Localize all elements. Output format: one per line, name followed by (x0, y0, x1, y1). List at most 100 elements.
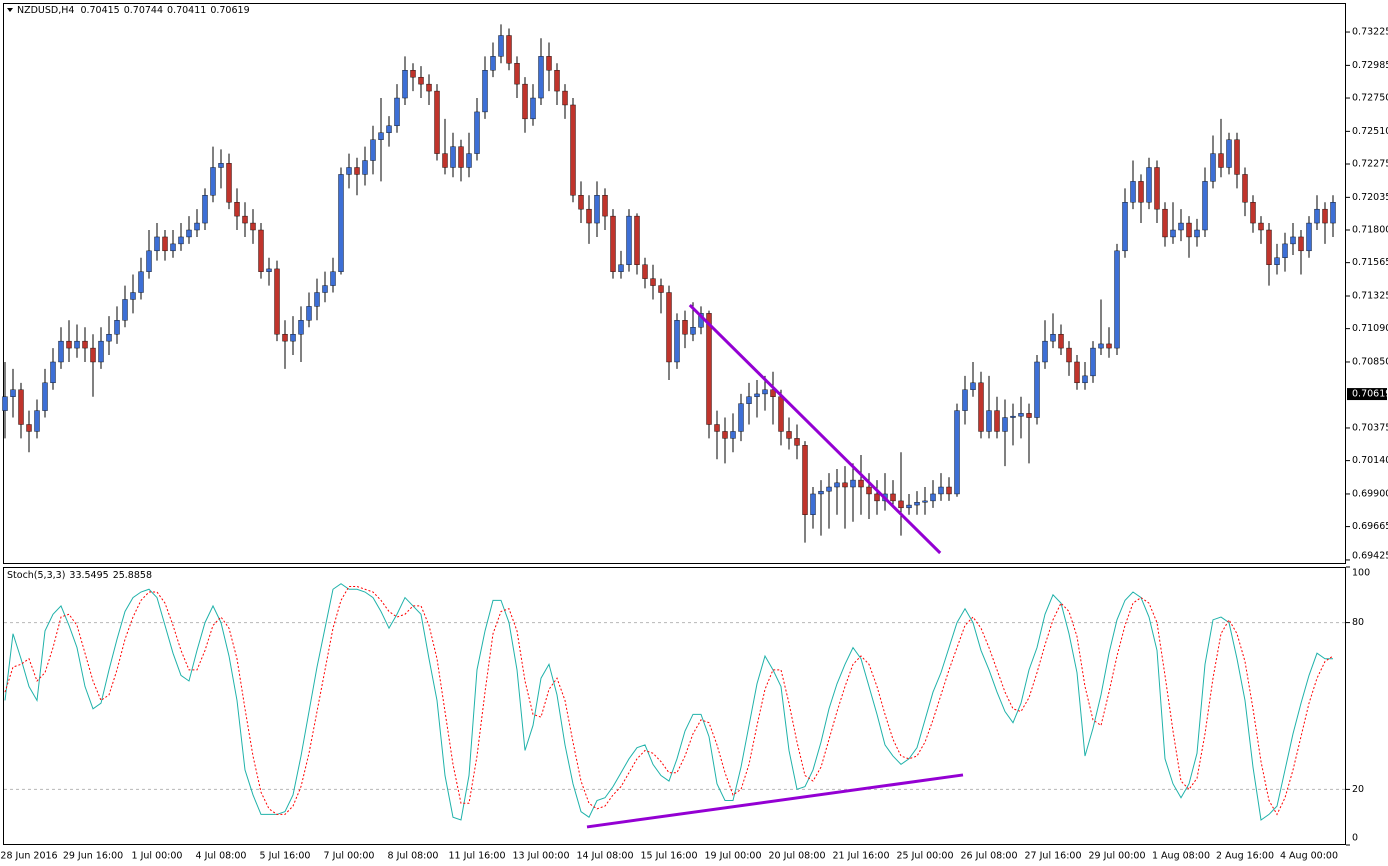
header-close: 0.70619 (210, 5, 249, 16)
candle-body (18, 389, 24, 425)
candle-body (778, 396, 784, 432)
candle-body (154, 236, 160, 252)
candle-body (610, 215, 616, 272)
candle-body (818, 490, 824, 495)
x-tick-label: 21 Jul 16:00 (833, 851, 890, 862)
candle-body (730, 431, 736, 439)
y-tick-label: 0.72985 (1352, 60, 1388, 71)
trend-line (688, 303, 942, 555)
y-tick-label: 0.72510 (1352, 126, 1388, 137)
x-tick-label: 5 Jul 16:00 (260, 851, 311, 862)
header-high: 0.70744 (124, 5, 163, 16)
candle-body (146, 250, 152, 272)
price-panel (3, 3, 1346, 564)
candle-body (1050, 333, 1056, 342)
candle-body (242, 215, 248, 224)
candle-body (338, 174, 344, 272)
y-tick-label: 20 (1352, 784, 1364, 795)
candle-body (1282, 243, 1288, 258)
candle-body (658, 285, 664, 293)
x-tick-label: 20 Jul 08:00 (769, 851, 826, 862)
candle-body (266, 268, 272, 272)
candle-body (466, 153, 472, 168)
candle-body (794, 438, 800, 446)
candle-body (946, 486, 952, 495)
candle-body (626, 215, 632, 265)
candle-body (834, 482, 840, 488)
candle-body (330, 271, 336, 286)
candle-body (1162, 208, 1168, 238)
candle-body (562, 90, 568, 106)
candle-body (1154, 167, 1160, 210)
candle-body (1122, 202, 1128, 252)
candle-body (1234, 139, 1240, 175)
candle-body (1042, 340, 1048, 363)
candle-body (1250, 202, 1256, 224)
candle-body (1066, 347, 1072, 363)
candle-body (722, 431, 728, 439)
y-tick-label: 0.72750 (1352, 93, 1388, 104)
candle-body (314, 292, 320, 307)
candle-body (1010, 415, 1016, 418)
candle-body (690, 327, 696, 335)
y-tick-label: 0.70375 (1352, 422, 1388, 433)
candle-body (970, 382, 976, 390)
candle-body (258, 229, 264, 272)
candle-body (1202, 181, 1208, 231)
candle-body (362, 160, 368, 175)
candle-body (178, 236, 184, 245)
y-tick-label: 0.71325 (1352, 290, 1388, 301)
y-tick-label: 0.69425 (1352, 551, 1388, 562)
candle-body (306, 306, 312, 321)
candle-body (1314, 208, 1320, 224)
candle-body (90, 347, 96, 363)
x-tick-label: 15 Jul 16:00 (641, 851, 698, 862)
x-tick-label: 8 Jul 08:00 (388, 851, 439, 862)
candle-body (282, 333, 288, 342)
candle-body (666, 292, 672, 363)
x-tick-label: 26 Jul 08:00 (961, 851, 1018, 862)
candle-body (770, 389, 776, 397)
candle-body (274, 268, 280, 335)
candle-body (386, 125, 392, 133)
candle-body (962, 389, 968, 411)
candle-body (938, 486, 944, 495)
candle-body (1058, 333, 1064, 349)
candle-body (1242, 174, 1248, 203)
y-tick-label: 0.71565 (1352, 257, 1388, 268)
last-price-label: 0.70619 (1352, 389, 1388, 400)
candle-body (122, 299, 128, 321)
y-tick-label: 0.70140 (1352, 455, 1388, 466)
x-tick-label: 4 Aug 00:00 (1280, 851, 1338, 862)
candle-body (82, 340, 88, 349)
candle-body (554, 70, 560, 92)
candle-body (474, 111, 480, 154)
candle-body (490, 56, 496, 71)
stoch-line (4, 585, 1334, 816)
candle-body (994, 410, 1000, 432)
candle-body (986, 410, 992, 432)
candle-body (762, 389, 768, 395)
candle-body (1322, 208, 1328, 224)
candle-body (570, 104, 576, 196)
candle-body (874, 493, 880, 502)
candle-body (138, 271, 144, 293)
last-price-box (1347, 388, 1387, 401)
candle-body (906, 504, 912, 509)
candle-body (1186, 222, 1192, 238)
x-tick-label: 7 Jul 00:00 (324, 851, 375, 862)
candle-body (506, 35, 512, 64)
candle-body (226, 163, 232, 203)
candle-body (754, 393, 760, 397)
x-tick-label: 2 Aug 16:00 (1216, 851, 1274, 862)
candle-body (202, 195, 208, 224)
x-tick-label: 4 Jul 08:00 (196, 851, 247, 862)
candle-body (866, 486, 872, 495)
header-open: 0.70415 (80, 5, 119, 16)
y-tick-label: 0 (1352, 833, 1358, 844)
y-tick-label: 0.73225 (1352, 27, 1388, 38)
x-tick-label: 19 Jul 00:00 (705, 851, 762, 862)
candle-body (1194, 229, 1200, 238)
candle-body (1306, 222, 1312, 252)
